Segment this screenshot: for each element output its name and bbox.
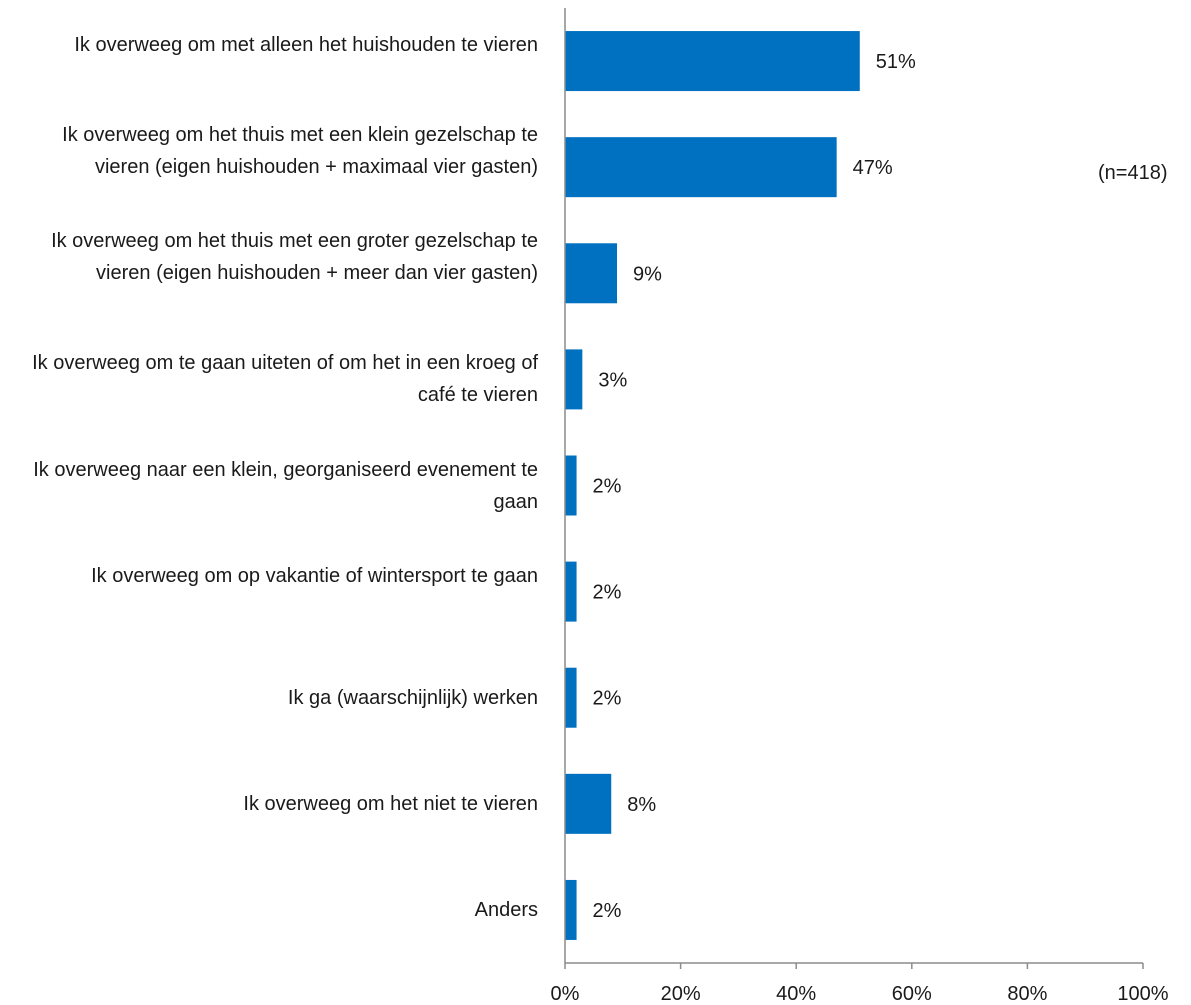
bar <box>565 243 618 304</box>
bar <box>565 773 612 834</box>
data-label: 47% <box>853 157 893 179</box>
category-label: Ik overweeg om het niet te vieren <box>243 792 538 815</box>
x-tick-label: 20% <box>661 983 701 1005</box>
data-label: 2% <box>593 582 622 604</box>
bar <box>565 31 860 92</box>
x-tick-label: 60% <box>892 983 932 1005</box>
data-label: 2% <box>593 900 622 922</box>
category-label: Ik overweeg om het thuis met een groter … <box>51 230 538 285</box>
category-label: Ik overweeg om het thuis met een klein g… <box>62 124 538 179</box>
category-label: Ik overweeg om met alleen het huishouden… <box>74 34 538 57</box>
category-label: Anders <box>474 898 538 921</box>
x-tick-label: 100% <box>1117 983 1168 1005</box>
bar <box>565 667 577 728</box>
bar <box>565 349 583 410</box>
bar <box>565 455 577 516</box>
data-label: 8% <box>627 794 656 816</box>
data-label: 2% <box>593 476 622 498</box>
sample-size-note: (n=418) <box>1098 162 1168 184</box>
x-tick-label: 80% <box>1007 983 1047 1005</box>
bar <box>565 561 577 622</box>
data-label: 3% <box>598 369 627 391</box>
x-tick-label: 0% <box>551 983 580 1005</box>
category-label: Ik overweeg om te gaan uiteten of om het… <box>32 352 538 407</box>
bar <box>565 879 577 940</box>
category-label: Ik overweeg naar een klein, georganiseer… <box>33 458 538 513</box>
data-label: 51% <box>876 51 916 73</box>
category-label: Ik ga (waarschijnlijk) werken <box>287 686 538 709</box>
category-label: Ik overweeg om op vakantie of winterspor… <box>91 564 538 587</box>
x-tick-label: 40% <box>776 983 816 1005</box>
data-label: 9% <box>633 263 662 285</box>
bar <box>565 137 837 198</box>
data-label: 2% <box>593 688 622 710</box>
